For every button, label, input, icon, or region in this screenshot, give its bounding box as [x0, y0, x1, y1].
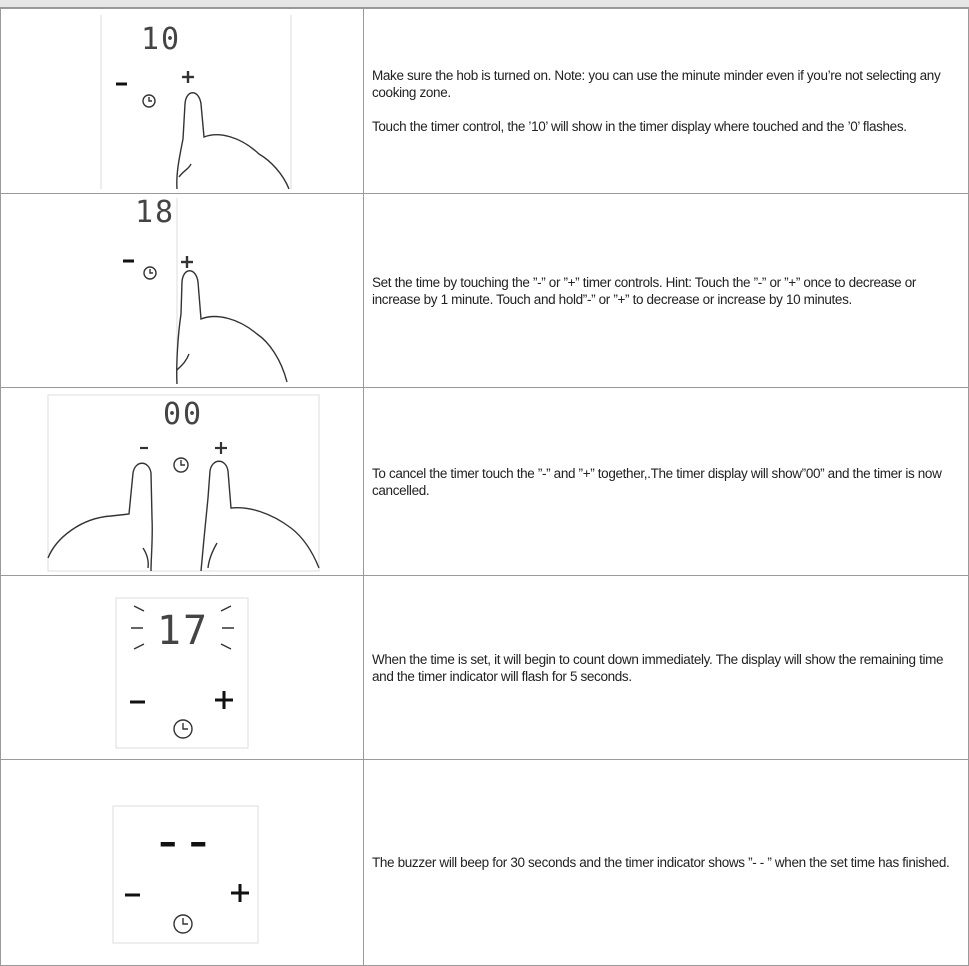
illustration-cell: 00: [0, 387, 364, 576]
instruction-text: When the time is set, it will begin to c…: [372, 651, 944, 684]
timer-display: 10: [141, 22, 181, 57]
table-row: 10 Make sure the hob is turned on. Note:…: [0, 8, 969, 194]
header-bar: [0, 0, 969, 8]
instruction-text: To cancel the timer touch the ”-” and ”+…: [372, 465, 942, 498]
instruction-cell: When the time is set, it will begin to c…: [363, 575, 969, 760]
instruction-text: Set the time by touching the ”-” or ”+” …: [372, 274, 917, 307]
illustration: 10: [100, 15, 292, 190]
timer-display: 18: [135, 195, 175, 230]
table-row: – – The buzzer will beep for 30 seconds …: [0, 759, 969, 966]
table-row: 00 To cancel the timer touch the ”-” and…: [0, 387, 969, 576]
instruction-cell: The buzzer will beep for 30 seconds and …: [363, 759, 969, 966]
illustration-cell: 17: [0, 575, 364, 760]
illustration-cell: 18: [0, 193, 364, 388]
illustration-cell: – –: [0, 759, 364, 966]
illustration: 17: [115, 597, 249, 749]
illustration: 00: [47, 394, 320, 572]
instruction-text: The buzzer will beep for 30 seconds and …: [372, 855, 950, 870]
timer-display: 17: [157, 608, 209, 654]
instruction-cell: To cancel the timer touch the ”-” and ”+…: [363, 387, 969, 576]
illustration-cell: 10: [0, 8, 364, 194]
illustration: – –: [112, 805, 259, 944]
instruction-cell: Make sure the hob is turned on. Note: yo…: [363, 8, 969, 194]
instruction-text: Make sure the hob is turned on. Note: yo…: [372, 68, 941, 100]
table-row: 17 When the time is set, it will begin t…: [0, 575, 969, 760]
instruction-text: Touch the timer control, the ’10’ will s…: [372, 119, 907, 134]
illustration: 18: [123, 195, 288, 385]
timer-display: 00: [163, 397, 203, 432]
timer-display: – –: [159, 822, 208, 863]
table-row: 18 Set the time by touching the ”-” or ”…: [0, 193, 969, 388]
instruction-table: 10 Make sure the hob is turned on. Note:…: [0, 8, 969, 966]
instruction-cell: Set the time by touching the ”-” or ”+” …: [363, 193, 969, 388]
